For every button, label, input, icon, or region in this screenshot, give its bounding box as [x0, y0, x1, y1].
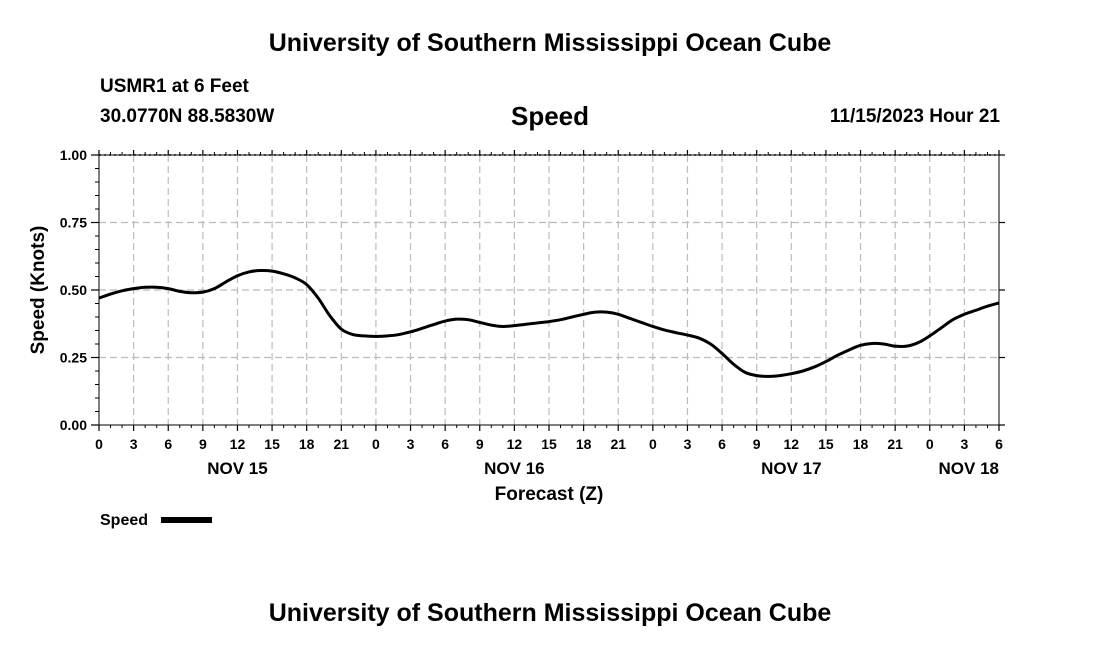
- x-tick-label: 18: [299, 436, 315, 452]
- station-coordinates: 30.0770N 88.5830W: [100, 106, 275, 127]
- main-title: University of Southern Mississippi Ocean…: [268, 29, 832, 57]
- x-tick-label: 3: [130, 436, 138, 452]
- x-tick-label: 15: [541, 436, 557, 452]
- x-tick-label: 3: [684, 436, 692, 452]
- station-name: USMR1 at 6 Feet: [100, 76, 249, 97]
- y-tick-label: 0.75: [60, 215, 87, 231]
- x-tick-label: 0: [649, 436, 657, 452]
- x-tick-label: 3: [960, 436, 968, 452]
- y-tick-label: 0.25: [60, 350, 87, 366]
- run-time: 11/15/2023 Hour 21: [829, 106, 1000, 127]
- x-tick-label: 6: [441, 436, 449, 452]
- x-tick-label: 15: [264, 436, 280, 452]
- x-tick-label: 0: [372, 436, 380, 452]
- footer-title: University of Southern Mississippi Ocean…: [268, 599, 832, 627]
- grid: [99, 154, 999, 425]
- chart-title: Speed: [510, 101, 590, 131]
- series: [98, 269, 1000, 378]
- x-tick-label: 6: [718, 436, 726, 452]
- x-tick-label: 18: [853, 436, 869, 452]
- legend-label: Speed: [100, 512, 148, 529]
- x-tick-label: 21: [887, 436, 903, 452]
- x-tick-label: 9: [753, 436, 761, 452]
- y-axis-label: Speed (Knots): [28, 226, 49, 355]
- legend: Speed: [100, 512, 212, 529]
- x-axis-label: Forecast (Z): [495, 484, 604, 505]
- day-label: NOV 16: [484, 459, 544, 478]
- day-label: NOV 15: [207, 459, 267, 478]
- y-tick-label: 0.50: [60, 282, 87, 298]
- x-tick-label: 0: [926, 436, 934, 452]
- x-tick-label: 3: [407, 436, 415, 452]
- x-tick-label: 0: [95, 436, 103, 452]
- y-tick-label: 0.00: [60, 417, 87, 433]
- axis-ticks: [91, 150, 1005, 431]
- speed-series-line: [98, 269, 1000, 378]
- x-tick-label: 12: [784, 436, 800, 452]
- day-label: NOV 17: [761, 459, 821, 478]
- x-tick-label: 15: [818, 436, 834, 452]
- x-tick-label: 21: [610, 436, 626, 452]
- x-tick-label: 9: [199, 436, 207, 452]
- y-tick-label: 1.00: [60, 147, 87, 163]
- x-tick-label: 6: [164, 436, 172, 452]
- day-label: NOV 18: [939, 459, 999, 478]
- x-tick-label: 21: [334, 436, 350, 452]
- x-tick-label: 9: [476, 436, 484, 452]
- x-tick-label: 18: [576, 436, 592, 452]
- legend-swatch: [161, 517, 212, 523]
- x-tick-label: 12: [507, 436, 523, 452]
- x-tick-label: 6: [995, 436, 1003, 452]
- axis-labels: 0 3 6 9 12 15 18 21 0 3 6 9 12 15 18 21 0 3 6 9 12 15 18 21 0 3 6 N…: [60, 147, 1003, 478]
- x-tick-label: 12: [230, 436, 246, 452]
